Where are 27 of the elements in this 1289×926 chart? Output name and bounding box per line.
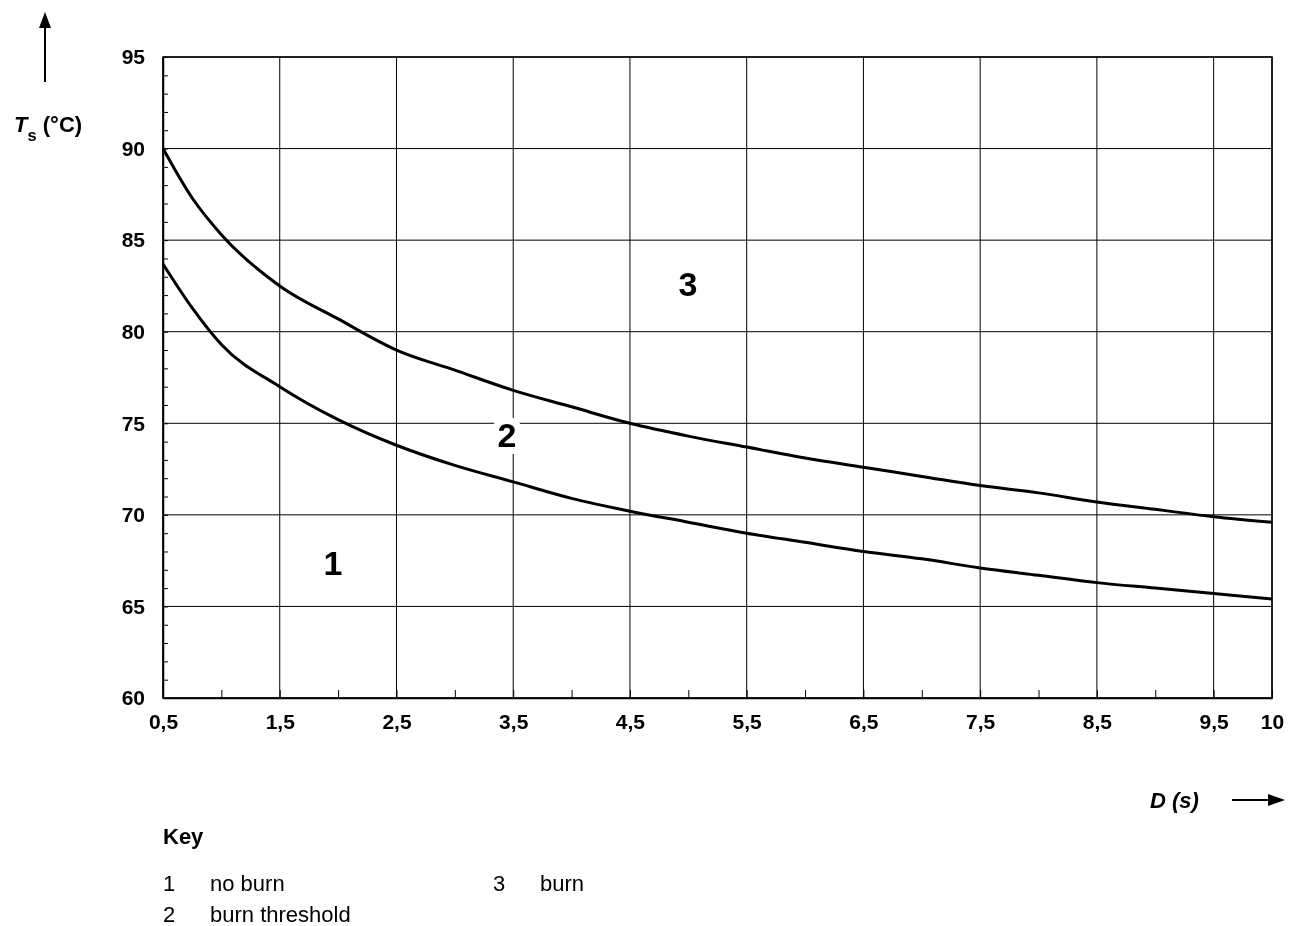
x-tick-label: 3,5 — [499, 709, 529, 733]
x-tick-label: 8,5 — [1082, 709, 1113, 733]
x-tick-label: 10 — [1260, 709, 1285, 733]
x-tick-label: 7,5 — [966, 709, 996, 733]
x-tick-label: 0,5 — [148, 709, 179, 733]
x-tick-label: 2,5 — [382, 709, 412, 733]
text: 1 no burn — [163, 871, 285, 896]
x-tick-label: 1,5 — [265, 709, 296, 733]
x-axis-title: D (s) — [1150, 788, 1199, 813]
y-tick-label: 65 — [121, 594, 146, 618]
y-tick-label: 70 — [121, 503, 145, 527]
x-tick-label: 6,5 — [849, 709, 879, 733]
y-axis-title: T$_{s}$ (°C) — [14, 112, 83, 144]
y-tick-label: 90 — [121, 136, 145, 160]
text: 2 burn threshold — [163, 902, 351, 926]
text: 3 burn — [493, 871, 585, 896]
y-tick-label: 95 — [121, 45, 146, 69]
y-tick-label: 85 — [121, 228, 146, 252]
annotation: 1 — [323, 543, 343, 582]
y-tick-label: 80 — [121, 319, 145, 343]
x-tick-label: 4,5 — [615, 709, 646, 733]
x-tick-label: 9,5 — [1199, 709, 1230, 733]
y-tick-label: 75 — [121, 411, 146, 435]
y-tick-label: 60 — [121, 686, 145, 710]
annotation: 3 — [678, 264, 698, 303]
x-tick-label: 5,5 — [732, 709, 763, 733]
text: Key — [163, 824, 205, 849]
